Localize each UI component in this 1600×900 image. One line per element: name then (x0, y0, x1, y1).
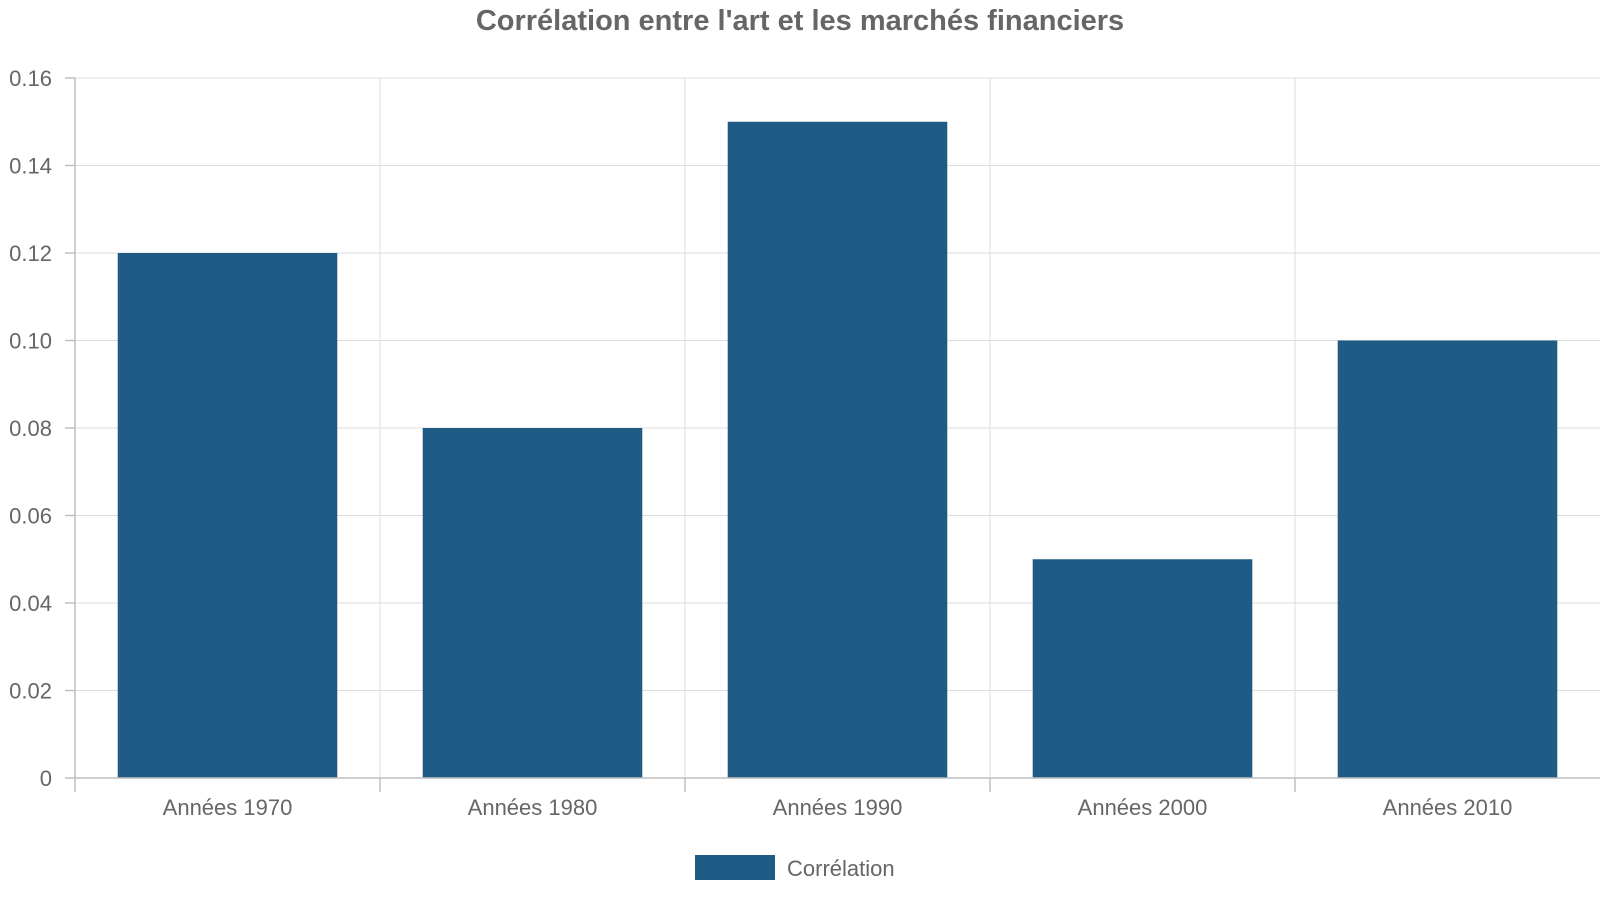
bar-années-1990 (727, 121, 948, 778)
legend-swatch (695, 855, 775, 880)
bar-années-2000 (1032, 559, 1253, 778)
y-tick-label: 0 (40, 766, 52, 791)
y-tick-label: 0.02 (9, 679, 52, 704)
axes (65, 77, 1600, 792)
bar-années-1980 (422, 428, 643, 778)
y-tick-label: 0.14 (9, 154, 52, 179)
y-tick-label: 0.16 (9, 66, 52, 91)
y-tick-label: 0.12 (9, 241, 52, 266)
y-tick-label: 0.04 (9, 591, 52, 616)
y-tick-label: 0.10 (9, 329, 52, 354)
bars (117, 121, 1558, 778)
y-tick-label: 0.06 (9, 504, 52, 529)
y-tick-label: 0.08 (9, 416, 52, 441)
legend-label: Corrélation (787, 856, 895, 881)
x-tick-label: Années 1970 (163, 795, 293, 820)
legend[interactable]: Corrélation (695, 855, 895, 881)
x-axis-ticks: Années 1970 Années 1980 Années 1990 Années … (163, 795, 1513, 820)
x-tick-label: Années 1990 (773, 795, 903, 820)
chart-title: Corrélation entre l'art et les marchés f… (476, 5, 1124, 37)
x-tick-label: Années 2000 (1078, 795, 1208, 820)
bar-années-2010 (1337, 340, 1558, 778)
x-tick-label: Années 2010 (1383, 795, 1513, 820)
bar-années-1970 (117, 253, 338, 778)
y-axis-ticks: 0 0.02 0.04 0.06 0.08 0.10 0.12 0.14 0.16 (9, 66, 52, 791)
x-tick-label: Années 1980 (468, 795, 598, 820)
